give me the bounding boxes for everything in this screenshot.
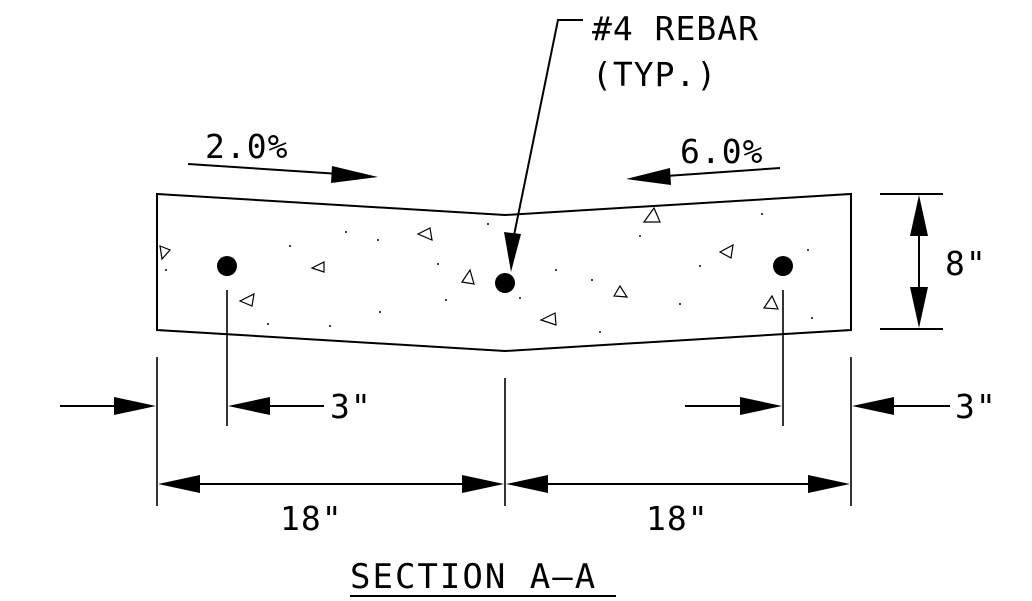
slope-label-left: 2.0% xyxy=(205,127,288,166)
width-dimension-left xyxy=(158,475,504,493)
edge-dimension-right xyxy=(685,397,950,415)
edge-label-left: 3" xyxy=(330,387,372,426)
slope-arrow-left xyxy=(187,163,378,183)
thickness-label: 8" xyxy=(945,244,987,283)
width-label-right: 18" xyxy=(646,499,709,538)
concrete-aggregate-hatch xyxy=(159,206,813,333)
slope-arrow-right xyxy=(626,167,781,185)
rebar-right xyxy=(773,256,793,276)
rebar-callout-line1: #4 REBAR xyxy=(592,9,759,48)
section-title: SECTION A—A xyxy=(350,557,597,597)
concrete-section-outline xyxy=(156,192,852,353)
width-label-left: 18" xyxy=(280,499,343,538)
rebar-center xyxy=(495,273,515,293)
rebar-callout-line2: (TYP.) xyxy=(592,55,717,94)
edge-dimension-left xyxy=(60,397,324,415)
extension-lines xyxy=(156,290,852,506)
rebar-callout-leader xyxy=(504,19,583,272)
width-dimension-right xyxy=(506,475,850,493)
edge-label-right: 3" xyxy=(955,387,997,426)
rebar-left xyxy=(217,256,237,276)
thickness-dimension xyxy=(880,193,943,330)
slope-label-right: 6.0% xyxy=(680,132,763,171)
